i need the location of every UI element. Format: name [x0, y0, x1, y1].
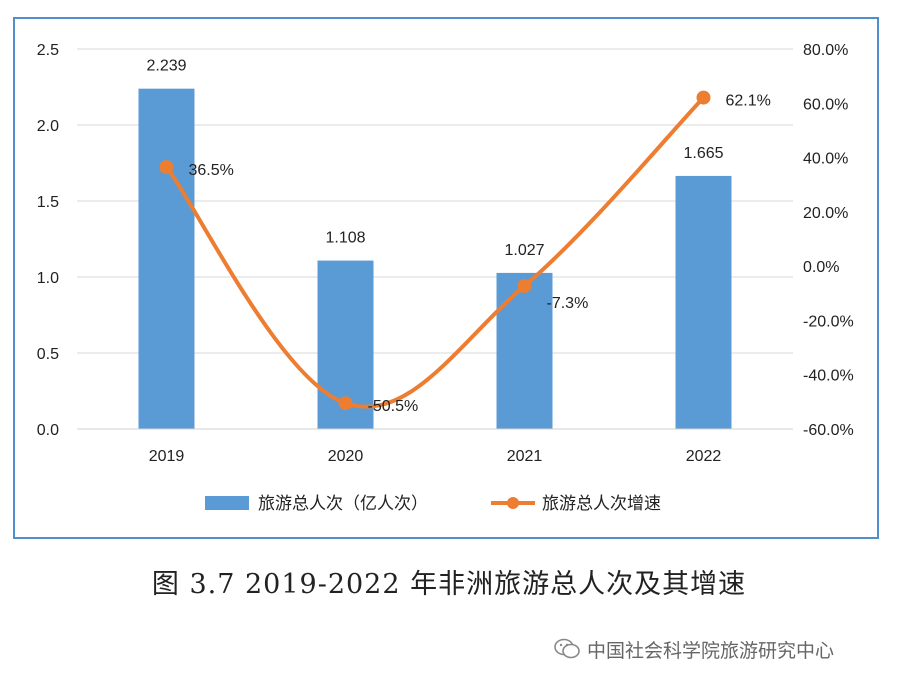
- y-right-tick-label: -60.0%: [803, 422, 854, 439]
- watermark-text: 中国社会科学院旅游研究中心: [587, 639, 835, 662]
- line-marker: [696, 90, 711, 105]
- x-tick-label: 2022: [686, 448, 722, 465]
- y-right-tick-label: 80.0%: [803, 42, 848, 59]
- y-left-tick-label: 2.0: [37, 118, 59, 135]
- watermark: 中国社会科学院旅游研究中心: [553, 634, 834, 664]
- y-right-tick-label: 60.0%: [803, 96, 848, 113]
- growth-line: [164, 96, 705, 409]
- bar-data-label: 2.239: [146, 58, 186, 75]
- y-right-tick-label: 0.0%: [803, 259, 839, 276]
- y-right-tick-label: 20.0%: [803, 205, 848, 222]
- y-left-tick-label: 0.0: [37, 422, 59, 439]
- left-axis: 0.0 0.5 1.0 1.5 2.0 2.5: [37, 42, 59, 439]
- legend-line-marker: [507, 497, 519, 509]
- legend-bar-label: 旅游总人次（亿人次）: [258, 494, 428, 514]
- x-tick-label: 2019: [149, 448, 185, 465]
- y-right-tick-label: 40.0%: [803, 151, 848, 168]
- x-axis: 2019 2020 2021 2022: [149, 448, 722, 465]
- chart-frame: 0.0 0.5 1.0 1.5 2.0 2.5 -60.0% -40.0% -20.0% 0.0…: [13, 17, 879, 539]
- legend-line-label: 旅游总人次增速: [542, 494, 661, 514]
- y-right-tick-label: -20.0%: [803, 313, 854, 330]
- legend-bar-swatch: [205, 496, 249, 510]
- bar-series: 2.239 1.108 1.027 1.665: [138, 58, 732, 429]
- bar: [138, 88, 195, 429]
- figure-caption: 图 3.7 2019-2022 年非洲旅游总人次及其增速: [151, 569, 747, 600]
- line-marker: [517, 278, 532, 293]
- bar-data-label: 1.108: [325, 230, 365, 247]
- bar: [675, 175, 732, 429]
- line-data-label: -7.3%: [547, 295, 589, 312]
- y-left-tick-label: 1.0: [37, 270, 59, 287]
- chart: 0.0 0.5 1.0 1.5 2.0 2.5 -60.0% -40.0% -20.0% 0.0…: [37, 42, 854, 514]
- right-axis: -60.0% -40.0% -20.0% 0.0% 20.0% 40.0% 60.0% 80.…: [803, 42, 854, 439]
- x-tick-label: 2021: [507, 448, 543, 465]
- line-marker: [159, 160, 174, 175]
- line-data-label: 36.5%: [189, 162, 234, 179]
- x-tick-label: 2020: [328, 448, 364, 465]
- y-left-tick-label: 2.5: [37, 42, 59, 59]
- y-left-tick-label: 1.5: [37, 194, 59, 211]
- bar: [496, 272, 553, 429]
- bar-data-label: 1.665: [683, 145, 723, 162]
- y-right-tick-label: -40.0%: [803, 368, 854, 385]
- y-left-tick-label: 0.5: [37, 346, 59, 363]
- bar-data-label: 1.027: [504, 242, 544, 259]
- line-marker: [338, 396, 353, 411]
- line-series: 36.5% -50.5% -7.3% 62.1%: [159, 90, 771, 415]
- line-data-label: 62.1%: [726, 93, 771, 110]
- legend: 旅游总人次（亿人次） 旅游总人次增速: [205, 494, 661, 514]
- wechat-icon: [554, 638, 580, 659]
- line-data-label: -50.5%: [368, 398, 419, 415]
- gridlines: [77, 48, 793, 354]
